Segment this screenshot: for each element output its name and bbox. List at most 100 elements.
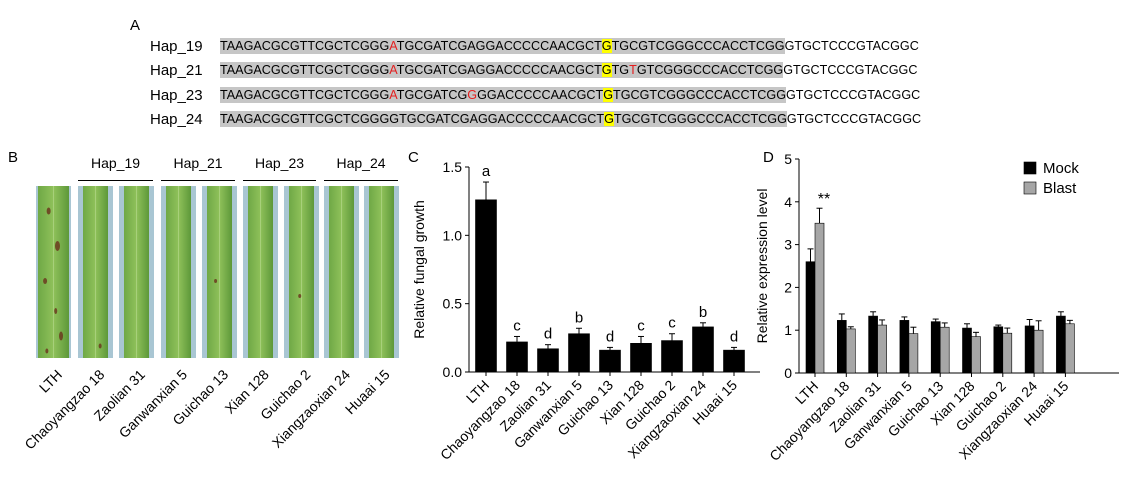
group-underline (78, 180, 153, 181)
bar (537, 348, 559, 373)
significance-letter: d (730, 328, 738, 345)
panel-label-c: C (408, 149, 419, 166)
sequence-segment: GGACCCCCAACGCT (477, 88, 604, 102)
haplotype-name: Hap_19 (150, 37, 203, 55)
bar (692, 326, 714, 373)
significance-letter: c (637, 317, 645, 334)
bar (846, 328, 856, 374)
leaf-photo (36, 186, 71, 358)
bar (814, 222, 825, 374)
bar (962, 327, 972, 374)
alignment-row: Hap_19 TAAGACGCGTTCGCTCGGGATGCGATCGAGGACC… (150, 36, 919, 56)
bar (723, 349, 745, 373)
leaf-photo (284, 186, 319, 358)
y-tick-label: 1 (784, 322, 792, 338)
legend-label: Blast (1043, 180, 1077, 197)
leaf-variety-label: LTH (35, 366, 66, 396)
alignment-row: Hap_21 TAAGACGCGTTCGCTCGGGATGCGATCGAGGACC… (150, 60, 917, 80)
sequence-segment: GTCGGGCCCACCTCGG (636, 63, 784, 77)
sequence-tail: GTGCTCCCGTACGGC (784, 39, 919, 53)
sequence-tail: GTGCTCCCGTACGGC (783, 63, 918, 77)
snp-variant: G (467, 88, 478, 102)
y-axis-label: Relative fungal growth (411, 200, 427, 339)
aligned-region: TAAGACGCGTTCGCTCGGGATGCGATCGGGGACCCCCAAC… (220, 87, 786, 103)
sequence-segment: TGCGTCGGGCCCACCTCGG (613, 112, 787, 126)
leaf-photo (243, 186, 278, 358)
bar (506, 341, 528, 373)
haplotype-group-label: Hap_24 (336, 155, 386, 171)
leaf-photo (78, 186, 113, 358)
leaf-photo (364, 186, 399, 358)
bar (1065, 323, 1075, 374)
highlighted-base: G (601, 63, 612, 77)
leaf-photo (119, 186, 154, 358)
y-tick-label: 0 (784, 365, 792, 381)
bar (661, 340, 683, 373)
bar (930, 321, 941, 374)
y-axis-label: Relative expression level (754, 189, 770, 344)
sequence-segment: TGCGATCGAGGACCCCCAACGCT (396, 63, 602, 77)
sequence-segment: TAAGACGCGTTCGCTCGGG (220, 88, 390, 102)
snp-variant: A (389, 39, 397, 53)
bar (568, 333, 590, 373)
bar (939, 326, 950, 374)
leaf-photo (324, 186, 359, 358)
sequence-tail: GTGCTCCCGTACGGC (786, 112, 922, 126)
sequence-segment: TAAGACGCGTTCGCTCGGG (220, 39, 390, 53)
y-tick-label: 3 (784, 237, 792, 253)
snp-variant: T (629, 63, 637, 77)
significance-letter: a (482, 163, 491, 180)
haplotype-name: Hap_21 (150, 61, 203, 79)
sequence-text: TAAGACGCGTTCGCTCGGGATGCGATCGAGGACCCCCAAC… (220, 38, 919, 54)
significance-letter: c (513, 317, 521, 334)
sequence-segment: TGCGATCGAGGACCCCCAACGCT (396, 39, 602, 53)
haplotype-group-label: Hap_19 (90, 155, 141, 171)
sequence-text: TAAGACGCGTTCGCTCGGGGTGCGATCGAGGACCCCCAAC… (220, 111, 922, 127)
bar (837, 320, 847, 374)
sequence-segment: TAAGACGCGTTCGCTCGGGGTGCGATCGAGGACCCCCAAC… (220, 112, 605, 126)
aligned-region: TAAGACGCGTTCGCTCGGGATGCGATCGAGGACCCCCAAC… (220, 62, 784, 78)
leaf-photo (202, 186, 237, 358)
bar (908, 333, 919, 374)
bar (1056, 315, 1066, 374)
legend-label: Mock (1043, 160, 1079, 177)
bar (599, 349, 621, 373)
legend-swatch (1023, 181, 1037, 195)
y-tick-label: 4 (784, 194, 792, 210)
y-tick-label: 0.0 (443, 364, 463, 380)
leaf-photo (161, 186, 196, 358)
sequence-text: TAAGACGCGTTCGCTCGGGATGCGATCGAGGACCCCCAAC… (220, 62, 918, 78)
y-tick-label: 1.5 (443, 159, 463, 175)
group-underline (324, 180, 398, 181)
aligned-region: TAAGACGCGTTCGCTCGGGATGCGATCGAGGACCCCCAAC… (220, 38, 785, 54)
bar (993, 326, 1004, 374)
significance-letter: c (668, 315, 676, 332)
sequence-segment: TG (611, 63, 630, 77)
haplotype-group-label: Hap_23 (254, 155, 305, 171)
snp-variant: A (389, 63, 397, 77)
panel-label-a: A (130, 17, 141, 34)
haplotype-name: Hap_23 (150, 86, 203, 104)
y-tick-label: 1.0 (443, 227, 463, 243)
y-tick-label: 0.5 (443, 296, 463, 312)
panel-label-d: D (763, 149, 774, 166)
sequence-segment: TGCGTCGGGCCCACCTCGG (613, 88, 786, 102)
y-tick-label: 5 (784, 151, 792, 167)
significance-letter: b (575, 309, 583, 326)
legend-swatch (1023, 161, 1037, 175)
bar (1002, 332, 1013, 374)
alignment-row: Hap_24 TAAGACGCGTTCGCTCGGGGTGCGATCGAGGACC… (150, 109, 921, 129)
sequence-text: TAAGACGCGTTCGCTCGGGATGCGATCGGGGACCCCCAAC… (220, 87, 920, 103)
bar (877, 324, 887, 374)
sequence-segment: TGCGTCGGGCCCACCTCGG (611, 39, 785, 53)
bar (805, 261, 816, 374)
bar (1024, 325, 1035, 374)
significance-letter: d (606, 328, 614, 345)
aligned-region: TAAGACGCGTTCGCTCGGGGTGCGATCGAGGACCCCCAAC… (220, 111, 787, 127)
bar (899, 320, 910, 374)
haplotype-group-label: Hap_21 (173, 155, 223, 171)
highlighted-base: G (603, 88, 613, 102)
bar (1033, 329, 1044, 374)
snp-variant: A (389, 88, 397, 102)
